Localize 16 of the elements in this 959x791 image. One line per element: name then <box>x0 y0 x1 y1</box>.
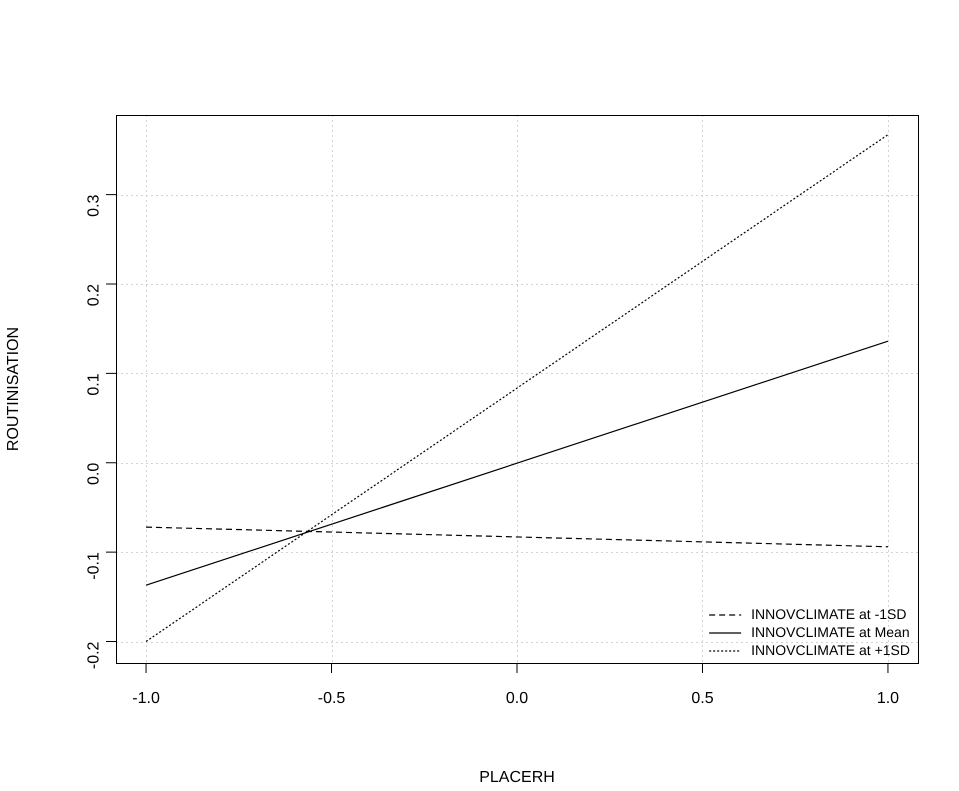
legend-label: INNOVCLIMATE at Mean <box>751 624 910 640</box>
y-tick-label: 0.0 <box>85 462 102 485</box>
x-tick-label: 0.5 <box>691 690 714 708</box>
y-tick-label: -0.2 <box>85 641 102 670</box>
y-axis-title: ROUTINISATION <box>5 326 22 452</box>
y-tick-label: 0.1 <box>85 373 102 396</box>
y-tick-label: 0.2 <box>85 284 102 306</box>
y-tick-label: -0.1 <box>85 552 102 580</box>
legend-label: INNOVCLIMATE at -1SD <box>751 606 906 622</box>
x-tick-label: -1.0 <box>132 690 160 708</box>
x-axis-title: PLACERH <box>479 768 555 786</box>
legend-label: INNOVCLIMATE at +1SD <box>751 642 910 658</box>
x-tick-label: 1.0 <box>876 690 900 708</box>
y-tick-label: 0.3 <box>85 194 102 217</box>
x-tick-label: 0.0 <box>506 690 528 708</box>
x-tick-label: -0.5 <box>318 690 346 708</box>
